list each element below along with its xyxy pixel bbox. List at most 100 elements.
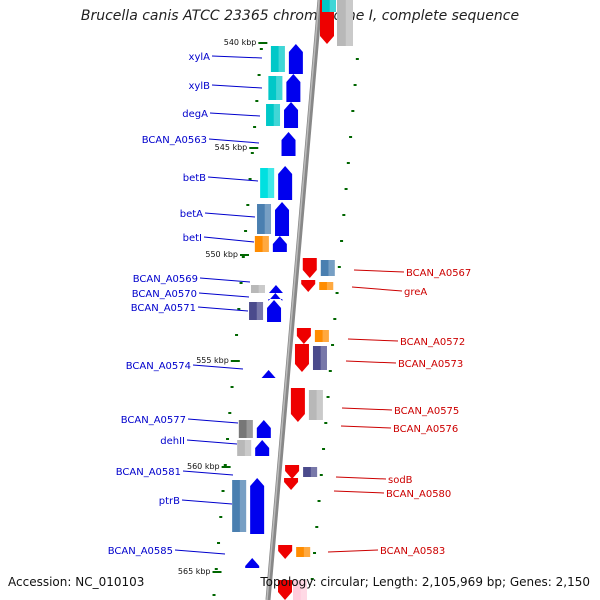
tick-major <box>258 42 268 44</box>
tick-mark <box>351 110 355 112</box>
forward-arrow <box>250 478 265 534</box>
topology-text: Topology: circular; Length: 2,105,969 bp… <box>260 575 590 589</box>
tick-mark <box>257 74 261 76</box>
tick-mark <box>344 188 348 190</box>
tick-mark <box>340 240 344 242</box>
cog-box <box>314 330 329 342</box>
leader-line <box>327 549 379 553</box>
leader-line <box>353 269 405 273</box>
tick-mark <box>326 396 330 398</box>
forward-arrow <box>245 558 260 568</box>
tick-mark <box>337 266 341 268</box>
tick-mark <box>253 126 257 128</box>
tick-mark <box>335 292 339 294</box>
reverse-arrow <box>285 465 300 479</box>
leader-line <box>199 277 251 283</box>
forward-arrow <box>275 202 290 236</box>
gene-label-left: xylA <box>189 52 211 63</box>
tick-mark <box>310 578 314 580</box>
tick-mark <box>244 230 248 232</box>
tick-mark <box>319 474 323 476</box>
tick-mark <box>349 136 353 138</box>
tick-mark <box>353 84 357 86</box>
cog-box-shade <box>246 420 253 438</box>
gene-label-left: betA <box>180 209 203 220</box>
gene-label-left: degA <box>182 109 208 120</box>
tick-mark <box>223 464 227 466</box>
cog-box <box>270 46 285 72</box>
gene-label-left: BCAN_A0570 <box>132 289 197 300</box>
genome-axis-highlight <box>266 0 320 600</box>
tick-mark <box>346 162 350 164</box>
forward-arrow <box>268 285 283 293</box>
cog-box-shade <box>303 547 311 557</box>
forward-arrow <box>284 102 299 128</box>
leader-line <box>208 138 260 144</box>
reverse-arrow <box>284 478 299 490</box>
leader-line <box>335 476 387 480</box>
cog-box-shade <box>276 76 283 100</box>
cog-box-shade <box>329 0 336 12</box>
cog-box <box>249 302 264 320</box>
cog-box <box>237 440 252 456</box>
cog-box-shade <box>273 104 281 126</box>
tick-mark <box>259 48 263 50</box>
reverse-arrow <box>278 545 293 559</box>
leader-line <box>198 292 250 298</box>
tick-mark <box>226 438 230 440</box>
tick-mark <box>250 152 254 154</box>
tick-mark <box>255 100 259 102</box>
tick-mark <box>228 412 232 414</box>
cog-box-shade <box>345 0 353 46</box>
gene-label-left: BCAN_A0574 <box>126 361 191 372</box>
reverse-arrow <box>278 580 292 600</box>
gene-label-left: dehII <box>160 436 185 447</box>
cog-box-shade <box>310 467 318 477</box>
tick-major <box>239 254 249 256</box>
tick-mark <box>246 204 250 206</box>
cog-box <box>312 346 327 370</box>
cog-box-shade <box>326 282 334 290</box>
leader-line <box>209 112 261 117</box>
tick-label: 545 kbp <box>215 143 248 152</box>
leader-line <box>174 549 226 555</box>
leader-line <box>341 407 393 411</box>
cog-box <box>293 580 307 600</box>
leader-line <box>340 425 392 429</box>
tick-label: 540 kbp <box>224 38 257 47</box>
gene-label-right: BCAN_A0580 <box>386 489 451 500</box>
tick-mark <box>324 422 328 424</box>
tick-mark <box>217 542 221 544</box>
cog-box-shade <box>258 285 265 293</box>
tick-mark <box>221 490 225 492</box>
leader-line <box>192 364 244 370</box>
gene-label-right: BCAN_A0573 <box>398 359 463 370</box>
cog-box-shade <box>244 440 252 456</box>
tick-major <box>221 466 231 468</box>
cog-box-shade <box>264 204 272 234</box>
gene-label-right: BCAN_A0583 <box>380 546 445 557</box>
tick-mark <box>212 594 216 596</box>
tick-mark <box>331 344 335 346</box>
gene-label-left: BCAN_A0581 <box>116 467 181 478</box>
gene-label-right: BCAN_A0575 <box>394 406 459 417</box>
forward-arrow <box>267 300 282 322</box>
gene-label-right: greA <box>404 287 427 298</box>
tick-mark <box>239 282 243 284</box>
leader-line <box>345 360 397 364</box>
leader-line <box>197 306 249 312</box>
cog-box <box>250 285 265 293</box>
cog-box <box>303 467 318 477</box>
gene-label-right: BCAN_A0572 <box>400 337 465 348</box>
cog-box <box>322 0 336 12</box>
cog-box-shade <box>256 302 264 320</box>
tick-mark <box>241 256 245 258</box>
gene-label-left: BCAN_A0569 <box>133 274 198 285</box>
gene-label-left: BCAN_A0577 <box>121 415 186 426</box>
cog-box <box>308 390 323 420</box>
gene-label-left: BCAN_A0571 <box>131 303 196 314</box>
tick-major <box>230 360 240 362</box>
tick-mark <box>248 178 252 180</box>
leader-line <box>351 286 403 292</box>
